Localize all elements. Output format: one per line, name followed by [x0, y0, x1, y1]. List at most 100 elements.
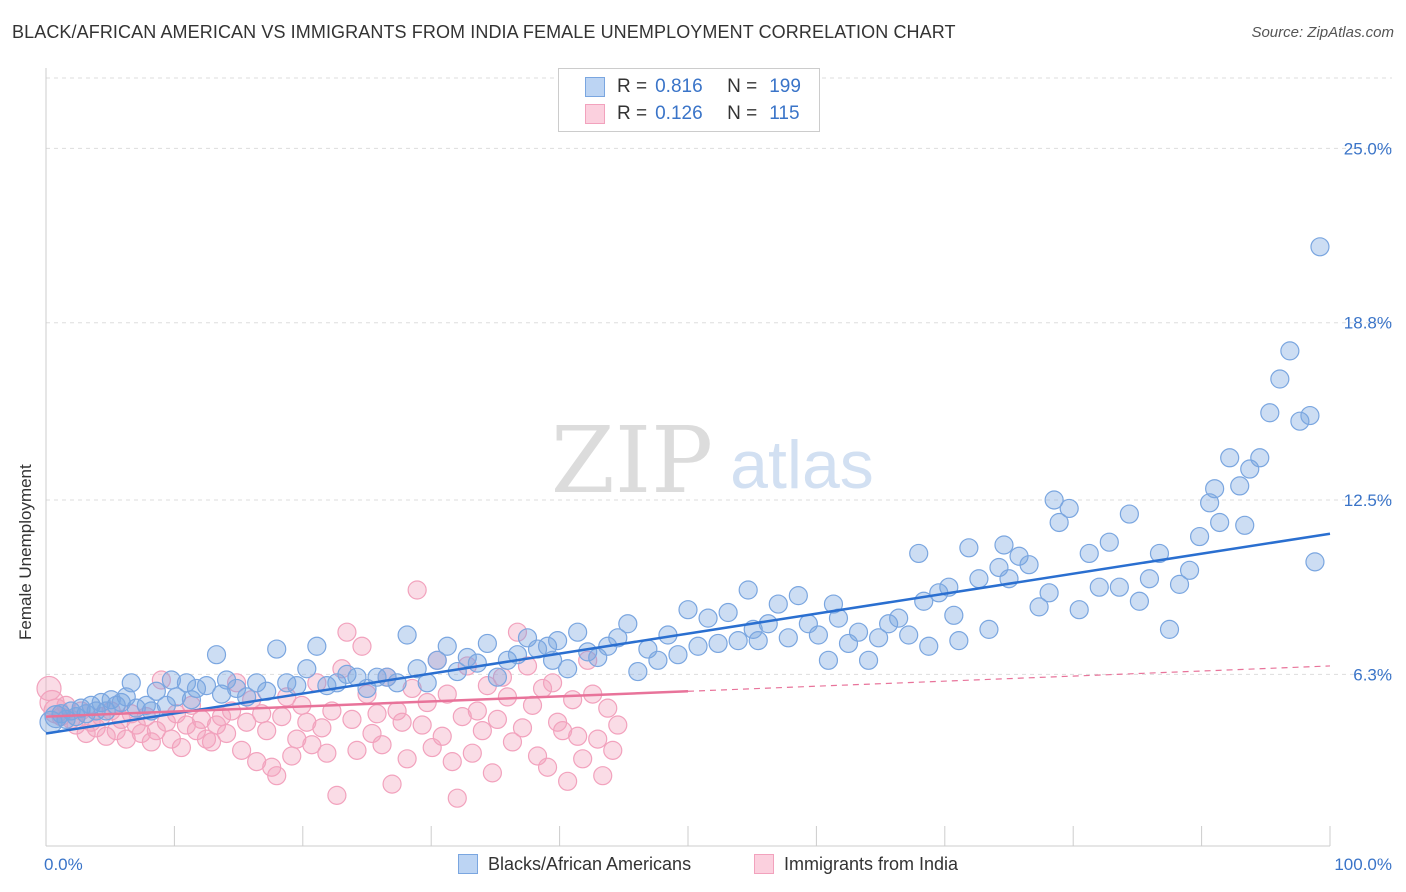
black-point [267, 639, 287, 659]
black-point [768, 594, 788, 614]
black-point [1099, 532, 1119, 552]
legend-item-black: Blacks/African Americans [458, 852, 691, 876]
black-point [979, 619, 999, 639]
black-point [748, 631, 768, 651]
black-point [668, 645, 688, 665]
india-point [347, 740, 367, 760]
black-point [1290, 411, 1310, 431]
india-point [542, 673, 563, 693]
black-point [568, 622, 588, 642]
india-point [151, 670, 171, 690]
black-point [944, 605, 964, 625]
black-point [206, 645, 227, 665]
black-point [1119, 504, 1139, 524]
india-point [558, 771, 578, 791]
india-point [608, 715, 628, 735]
india-point [287, 729, 307, 749]
series-india-points [36, 580, 628, 808]
black-point [698, 608, 718, 628]
black-point [417, 673, 437, 693]
india-point [247, 752, 267, 772]
source-label: Source: ZipAtlas.com [1251, 24, 1394, 41]
x-tick-label: 100.0% [1334, 855, 1392, 874]
black-point [1189, 526, 1210, 547]
legend-label: Blacks/African Americans [488, 853, 692, 874]
legend-label: Immigrants from India [784, 853, 959, 874]
india-point [282, 746, 302, 766]
india-point [337, 622, 357, 642]
watermark-zip: ZIP [551, 407, 713, 514]
india-point [257, 721, 277, 741]
black-trend-line [45, 532, 1331, 735]
india-point [553, 721, 573, 741]
india-point [397, 749, 417, 769]
black-point [407, 659, 427, 679]
black-point [558, 659, 578, 679]
india-point [472, 721, 492, 741]
india-point [442, 752, 462, 772]
r-label: R = [617, 103, 648, 124]
black-point [1149, 543, 1170, 564]
india-trend-extension [687, 665, 1331, 692]
black-point [397, 625, 417, 645]
india-point [237, 712, 257, 732]
black-point [808, 625, 829, 645]
india-point [342, 709, 362, 730]
black-point [818, 650, 839, 670]
india-point [598, 698, 618, 718]
black-point [1220, 448, 1240, 468]
black-point [457, 647, 477, 668]
legend-item-india: Immigrants from India [754, 852, 958, 876]
trend-lines [45, 532, 1331, 735]
black-point [1250, 448, 1270, 468]
y-tick-label: 12.5% [1344, 491, 1392, 510]
black-point [718, 602, 738, 623]
india-point [432, 726, 452, 746]
n-value: 199 [769, 76, 801, 97]
india-point [367, 704, 387, 724]
black-point [1069, 600, 1089, 620]
black-point [1044, 490, 1064, 510]
n-label: N = [727, 76, 758, 97]
blue-swatch [585, 77, 605, 97]
black-point [889, 608, 909, 628]
n-label: N = [727, 103, 758, 124]
black-point [738, 580, 758, 600]
black-point [297, 659, 317, 679]
black-point [788, 586, 808, 606]
y-tick-label: 25.0% [1344, 139, 1392, 158]
india-point [352, 636, 372, 656]
black-point [387, 673, 407, 693]
black-point [437, 636, 457, 656]
black-point [121, 673, 141, 693]
india-point [537, 757, 558, 777]
black-point [868, 628, 889, 648]
black-point [1280, 341, 1300, 361]
black-point [1089, 577, 1109, 597]
black-point [1235, 515, 1255, 535]
black-point [1230, 476, 1250, 496]
black-point [1270, 369, 1290, 389]
x-tick-label: 0.0% [44, 855, 83, 874]
black-point [618, 614, 638, 634]
black-point [1260, 403, 1280, 423]
black-point [547, 631, 568, 651]
india-point [267, 766, 287, 786]
india-point [327, 785, 347, 805]
india-point [522, 695, 543, 715]
black-point [678, 600, 698, 620]
black-point [728, 631, 748, 651]
black-point [1159, 619, 1180, 639]
y-tick-label: 6.3% [1353, 665, 1392, 684]
black-point [1079, 543, 1099, 564]
black-point [959, 538, 979, 558]
india-point [176, 715, 197, 735]
stats-legend-row-black: R = 0.816 N = 199 [585, 75, 801, 99]
black-point [1305, 552, 1325, 572]
black-point [909, 543, 929, 564]
black-point [1019, 555, 1039, 575]
india-point [382, 774, 402, 794]
india-point [467, 701, 487, 721]
black-point [708, 633, 728, 654]
black-point [919, 636, 939, 656]
